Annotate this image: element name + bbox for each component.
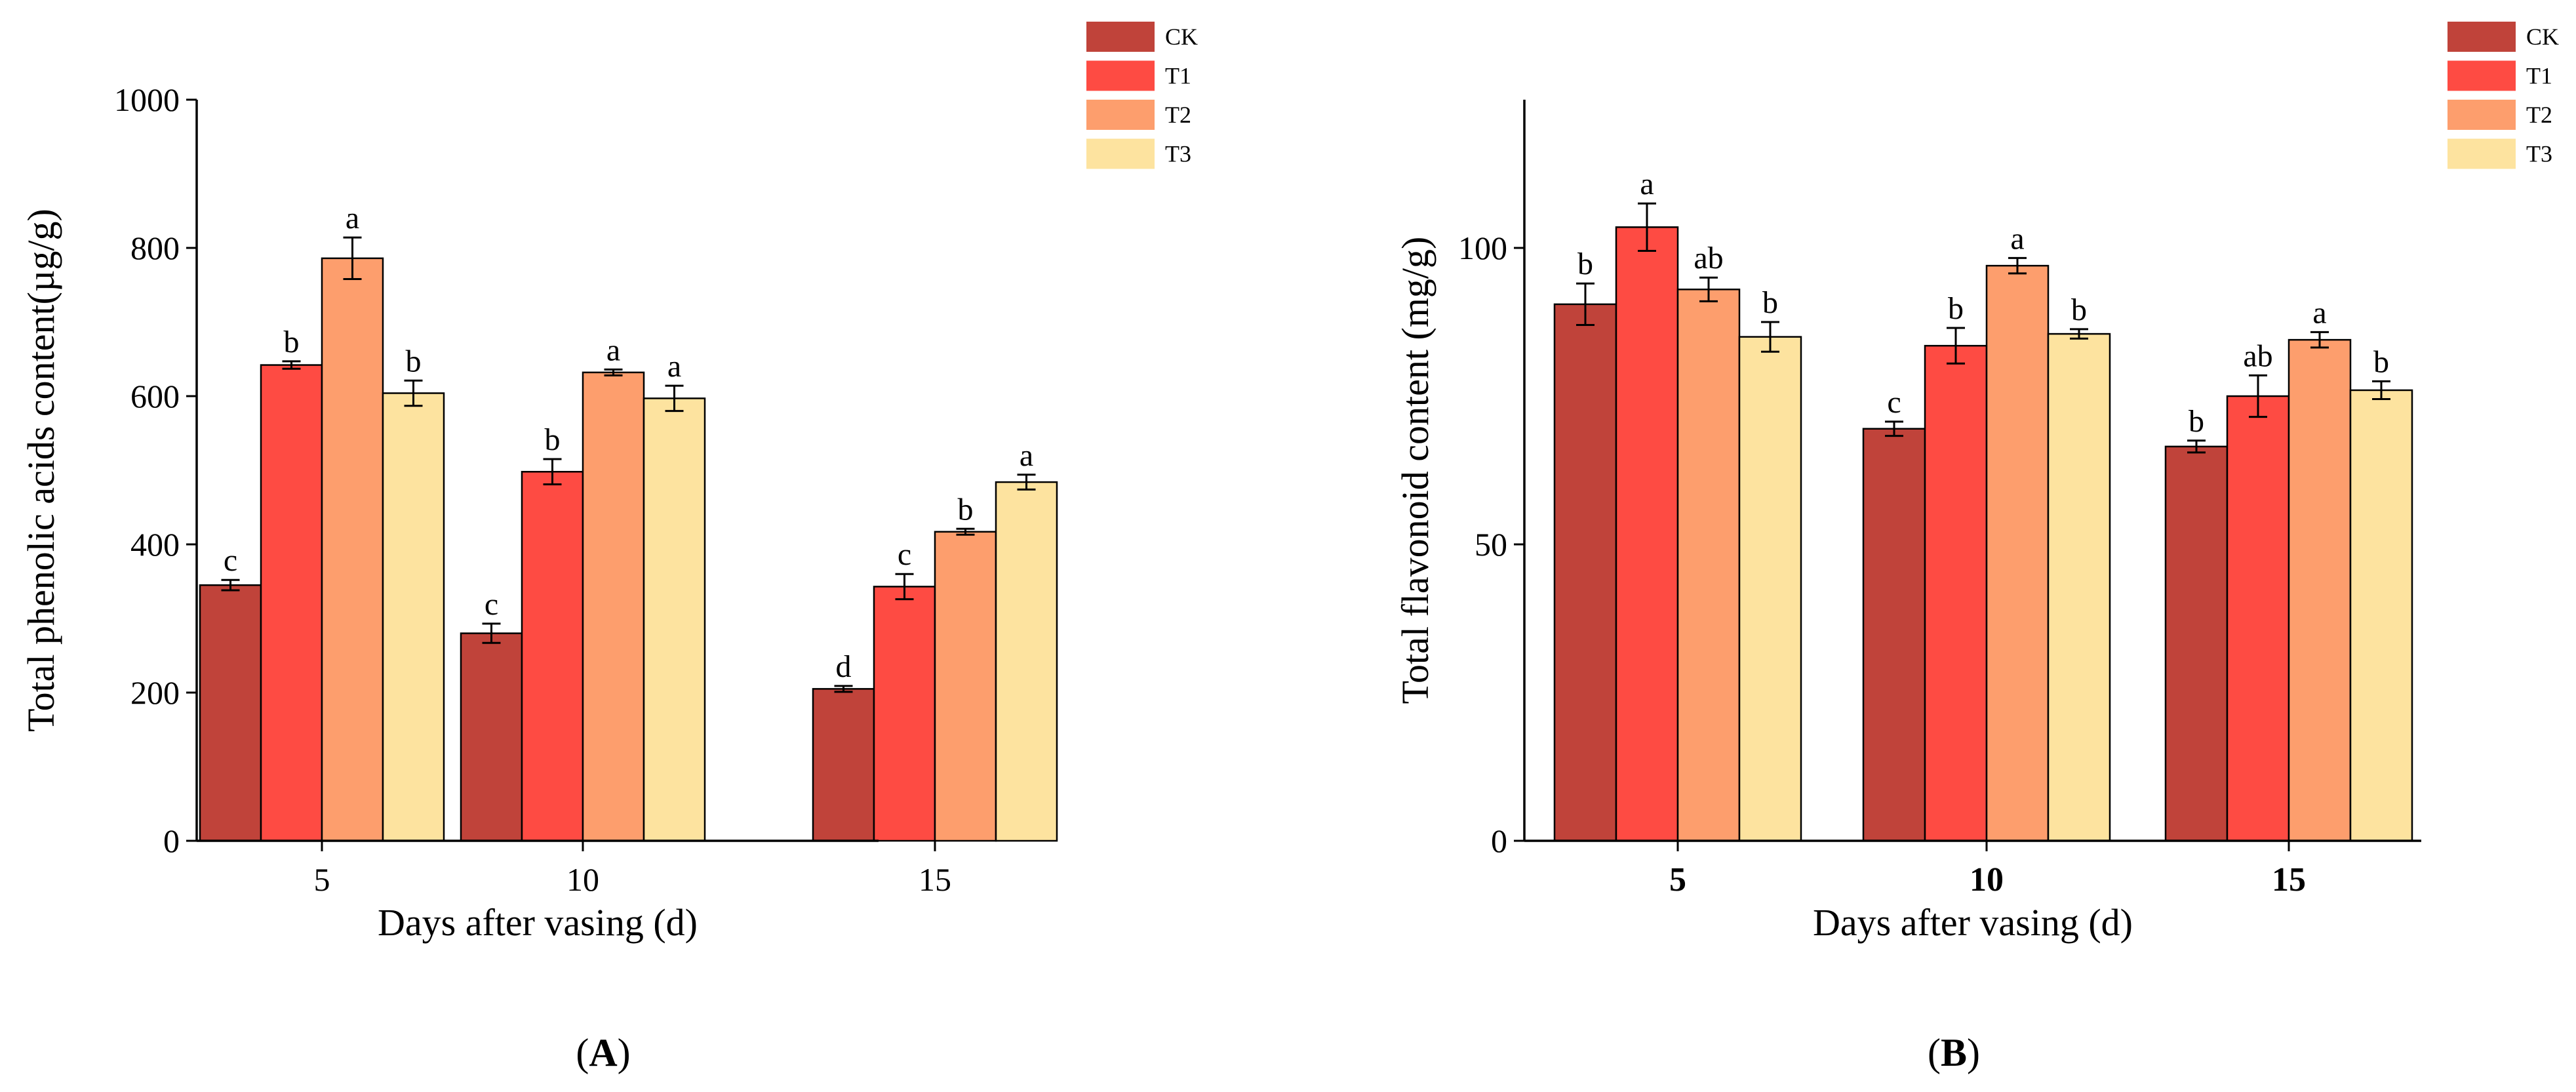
bar-t2-day-10 xyxy=(582,371,645,842)
legend-swatch-t2 xyxy=(2447,100,2516,130)
x-tick-label: 5 xyxy=(314,861,330,898)
x-tick-label: 10 xyxy=(1970,861,2004,899)
bar-t3-day-5 xyxy=(382,392,445,842)
y-tick-label: 0 xyxy=(1491,822,1507,859)
y-tick-label: 800 xyxy=(130,230,180,266)
bar-t2-day-15 xyxy=(2288,338,2352,842)
x-tick-label: 10 xyxy=(566,861,599,898)
significance-label: b xyxy=(1948,291,1964,326)
y-tick-label: 50 xyxy=(1475,526,1507,563)
significance-label: c xyxy=(485,587,498,622)
significance-label: a xyxy=(2312,295,2326,330)
significance-label: a xyxy=(1020,438,1033,473)
bar-t3-day-10 xyxy=(2047,333,2111,842)
significance-label: b xyxy=(2071,293,2087,327)
legend-swatch-t1 xyxy=(1086,60,1155,91)
x-axis-title: Days after vasing (d) xyxy=(1813,901,2133,944)
bar-ck-day-10 xyxy=(1862,428,1926,842)
legend-label-t2: T2 xyxy=(2526,102,2552,128)
x-tick-label: 5 xyxy=(1669,861,1686,899)
x-tick-label: 15 xyxy=(2272,861,2306,899)
significance-label: b xyxy=(2373,344,2389,379)
bar-t2-day-5 xyxy=(1676,289,1741,842)
x-tick-label: 15 xyxy=(919,861,951,898)
legend-label-ck: CK xyxy=(1165,24,1198,50)
significance-label: b xyxy=(284,325,300,359)
legend-label-t1: T1 xyxy=(2526,63,2552,89)
panel-label: (A) xyxy=(576,1031,630,1074)
panel-label: (B) xyxy=(1928,1031,1980,1074)
significance-label: c xyxy=(898,537,911,572)
bar-t2-day-5 xyxy=(321,257,384,842)
legend-label-t3: T3 xyxy=(1165,141,1191,167)
significance-label: c xyxy=(224,543,237,578)
bar-ck-day-15 xyxy=(2164,445,2229,842)
y-tick-label: 1000 xyxy=(114,81,180,118)
y-tick-label: 200 xyxy=(130,674,180,711)
bar-t3-day-10 xyxy=(643,397,706,842)
legend-label-t1: T1 xyxy=(1165,63,1191,89)
bar-t3-day-5 xyxy=(1738,336,1802,842)
bar-t3-day-15 xyxy=(2349,389,2413,842)
significance-label: c xyxy=(1887,385,1901,420)
significance-label: d xyxy=(836,649,852,684)
significance-label: ab xyxy=(1694,241,1723,275)
y-tick-label: 0 xyxy=(163,822,180,859)
bar-t2-day-10 xyxy=(1985,264,2050,842)
bar-t3-day-15 xyxy=(995,481,1058,842)
y-axis-title: Total phenolic acids content(µg/g) xyxy=(20,209,62,732)
significance-label: a xyxy=(1640,167,1654,201)
bar-ck-day-5 xyxy=(1553,303,1617,842)
significance-label: b xyxy=(1762,285,1778,320)
significance-label: b xyxy=(2189,404,2204,439)
significance-label: a xyxy=(346,201,359,235)
legend-label-t2: T2 xyxy=(1165,102,1191,128)
significance-label: a xyxy=(2010,221,2024,256)
y-tick-label: 100 xyxy=(1458,230,1507,266)
significance-label: a xyxy=(606,333,620,367)
y-tick-label: 600 xyxy=(130,378,180,415)
bar-ck-day-10 xyxy=(460,632,523,842)
legend-label-t3: T3 xyxy=(2526,141,2552,167)
bar-t1-day-15 xyxy=(873,586,936,842)
legend-label-ck: CK xyxy=(2526,24,2559,50)
significance-label: b xyxy=(958,492,974,527)
bar-t1-day-15 xyxy=(2226,395,2290,842)
bar-t1-day-5 xyxy=(260,364,323,842)
legend-swatch-ck xyxy=(2447,22,2516,52)
x-axis-title: Days after vasing (d) xyxy=(378,901,698,944)
significance-label: b xyxy=(545,422,561,457)
significance-label: a xyxy=(667,349,681,384)
y-axis-title: Total flavonoid content (mg/g) xyxy=(1394,237,1437,704)
legend-swatch-ck xyxy=(1086,22,1155,52)
legend-swatch-t3 xyxy=(1086,138,1155,169)
legend-swatch-t3 xyxy=(2447,138,2516,169)
bar-t1-day-10 xyxy=(521,471,584,842)
bar-t2-day-15 xyxy=(934,531,997,842)
significance-label: ab xyxy=(2243,338,2272,373)
significance-label: b xyxy=(406,344,422,378)
bar-t1-day-10 xyxy=(1924,344,1988,842)
bar-ck-day-15 xyxy=(812,688,875,842)
bar-t1-day-5 xyxy=(1615,226,1679,842)
chart-a-phenolic-acids: c c d b b c a a b b a a 0 200 400 600 800 1000 5 10 15 Days a… xyxy=(20,22,1198,1074)
legend-swatch-t2 xyxy=(1086,100,1155,130)
bar-ck-day-5 xyxy=(199,584,262,842)
significance-label: b xyxy=(1577,247,1593,281)
legend-swatch-t1 xyxy=(2447,60,2516,91)
y-tick-label: 400 xyxy=(130,526,180,563)
